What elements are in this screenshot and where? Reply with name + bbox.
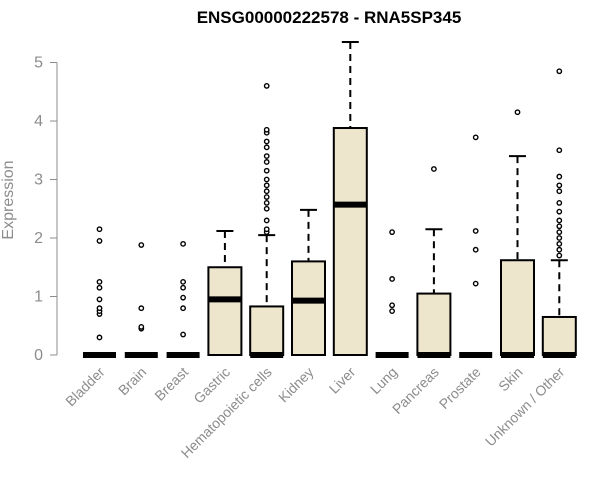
outlier-point <box>263 217 270 224</box>
outlier-point <box>263 126 270 133</box>
box-6 <box>332 41 368 356</box>
box-10 <box>500 109 535 358</box>
outlier-point <box>263 153 270 160</box>
outlier-point <box>96 296 103 303</box>
box-rect <box>249 305 285 357</box>
outlier-point <box>263 205 270 212</box>
boxes-group <box>83 41 577 358</box>
outlier-point <box>180 278 187 285</box>
outlier-point <box>389 229 395 236</box>
outlier-point <box>263 182 270 189</box>
x-tick-label: Brain <box>115 364 149 398</box>
outlier-point <box>556 235 563 241</box>
outlier-point <box>138 324 145 330</box>
outlier-point <box>472 228 479 234</box>
box-8 <box>416 166 452 358</box>
box-rect <box>332 127 368 356</box>
outlier-point <box>138 305 145 312</box>
box-7 <box>375 229 409 358</box>
x-tick-label: Kidney <box>275 364 317 406</box>
outlier-point <box>263 176 270 183</box>
outlier-point <box>556 223 563 230</box>
outlier-point <box>138 242 145 248</box>
outlier-point <box>556 208 563 215</box>
outlier-point <box>263 226 270 233</box>
outlier-point <box>556 229 563 236</box>
outlier-point <box>180 331 187 338</box>
outlier-point <box>96 238 103 244</box>
outlier-point <box>180 240 187 247</box>
box-5 <box>291 208 326 356</box>
x-tick-label: Liver <box>326 364 359 397</box>
y-tick-label: 2 <box>34 230 43 247</box>
box-9 <box>459 134 493 358</box>
y-axis: 0 1 2 3 4 5 <box>34 55 58 364</box>
box-0 <box>83 226 116 358</box>
box-rect <box>416 292 452 357</box>
outlier-point <box>514 109 521 116</box>
outlier-point <box>96 334 103 341</box>
outlier-point <box>263 83 270 89</box>
outlier-point <box>180 284 187 291</box>
x-tick-label: Bladder <box>62 364 108 410</box>
box-11 <box>541 68 577 358</box>
outlier-point <box>96 226 103 233</box>
box-1 <box>124 242 158 358</box>
outlier-point <box>556 147 563 154</box>
outlier-point <box>263 194 270 200</box>
outlier-point <box>180 305 187 312</box>
outlier-point <box>472 134 479 141</box>
x-tick-label: Prostate <box>436 364 484 412</box>
box-4 <box>249 83 285 358</box>
outlier-point <box>556 217 563 224</box>
x-tick-label: Skin <box>495 364 526 395</box>
box-rect <box>291 260 326 356</box>
outlier-point <box>472 280 479 287</box>
box-2 <box>166 240 200 358</box>
outlier-point <box>263 159 270 165</box>
outlier-point <box>389 276 395 282</box>
outlier-point <box>96 284 103 291</box>
box-rect <box>500 259 535 357</box>
outlier-point <box>263 188 270 195</box>
outlier-point <box>556 246 563 253</box>
y-tick-label: 0 <box>34 347 43 364</box>
box-rect <box>207 266 243 356</box>
x-tick-label: Lung <box>367 364 400 397</box>
y-tick-label: 5 <box>34 55 43 72</box>
x-tick-label: Breast <box>151 364 191 404</box>
box-3 <box>207 229 243 356</box>
outlier-point <box>556 199 563 206</box>
outlier-point <box>263 199 270 206</box>
outlier-point <box>556 68 563 75</box>
outlier-point <box>472 246 479 253</box>
outlier-point <box>556 182 563 189</box>
outlier-point <box>556 252 563 259</box>
y-tick-label: 4 <box>34 113 43 130</box>
y-tick-label: 3 <box>34 172 43 189</box>
outlier-point <box>96 305 103 312</box>
outlier-point <box>556 173 563 180</box>
outlier-point <box>263 167 270 174</box>
outlier-point <box>389 308 395 315</box>
outlier-point <box>556 188 563 195</box>
outlier-point <box>430 166 437 172</box>
box-rect <box>541 315 577 357</box>
outlier-point <box>389 302 395 309</box>
x-tick-label: Unknown / Other <box>482 364 568 450</box>
outlier-point <box>263 144 270 151</box>
y-tick-label: 1 <box>34 289 43 306</box>
outlier-point <box>96 278 103 285</box>
outlier-point <box>263 138 270 145</box>
outlier-point <box>180 294 187 301</box>
chart-title: ENSG00000222578 - RNA5SP345 <box>197 8 462 27</box>
y-axis-label: Expression <box>0 160 17 239</box>
outlier-point <box>556 240 563 247</box>
